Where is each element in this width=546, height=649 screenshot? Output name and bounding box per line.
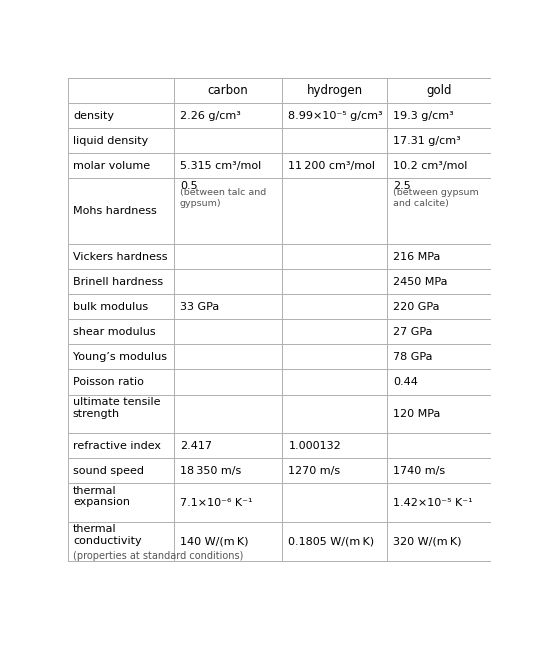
Text: Young’s modulus: Young’s modulus bbox=[73, 352, 167, 362]
Text: 1270 m/s: 1270 m/s bbox=[288, 466, 341, 476]
Text: 216 MPa: 216 MPa bbox=[393, 252, 441, 262]
Text: Poisson ratio: Poisson ratio bbox=[73, 377, 144, 387]
Text: molar volume: molar volume bbox=[73, 161, 150, 171]
Text: sound speed: sound speed bbox=[73, 466, 144, 476]
Text: 8.99×10⁻⁵ g/cm³: 8.99×10⁻⁵ g/cm³ bbox=[288, 110, 383, 121]
Text: 78 GPa: 78 GPa bbox=[393, 352, 432, 362]
Text: gold: gold bbox=[426, 84, 452, 97]
Text: ultimate tensile
strength: ultimate tensile strength bbox=[73, 397, 161, 419]
Text: 140 W/(m K): 140 W/(m K) bbox=[180, 536, 248, 546]
Text: 0.5: 0.5 bbox=[180, 181, 198, 191]
Text: 7.1×10⁻⁶ K⁻¹: 7.1×10⁻⁶ K⁻¹ bbox=[180, 498, 252, 508]
Text: 18 350 m/s: 18 350 m/s bbox=[180, 466, 241, 476]
Text: (between talc and
gypsum): (between talc and gypsum) bbox=[180, 188, 266, 208]
Text: 17.31 g/cm³: 17.31 g/cm³ bbox=[393, 136, 461, 145]
Text: 33 GPa: 33 GPa bbox=[180, 302, 219, 312]
Text: 320 W/(m K): 320 W/(m K) bbox=[393, 536, 461, 546]
Text: Vickers hardness: Vickers hardness bbox=[73, 252, 168, 262]
Text: 1.000132: 1.000132 bbox=[288, 441, 341, 451]
Text: carbon: carbon bbox=[207, 84, 248, 97]
Text: 2.5: 2.5 bbox=[393, 181, 411, 191]
Text: liquid density: liquid density bbox=[73, 136, 148, 145]
Text: 2.26 g/cm³: 2.26 g/cm³ bbox=[180, 110, 241, 121]
Text: 220 GPa: 220 GPa bbox=[393, 302, 440, 312]
Text: thermal
expansion: thermal expansion bbox=[73, 485, 130, 508]
Text: 0.44: 0.44 bbox=[393, 377, 418, 387]
Text: Brinell hardness: Brinell hardness bbox=[73, 276, 163, 287]
Text: (between gypsum
and calcite): (between gypsum and calcite) bbox=[393, 188, 479, 208]
Text: 1740 m/s: 1740 m/s bbox=[393, 466, 445, 476]
Text: Mohs hardness: Mohs hardness bbox=[73, 206, 157, 216]
Text: 2450 MPa: 2450 MPa bbox=[393, 276, 448, 287]
Text: shear modulus: shear modulus bbox=[73, 327, 156, 337]
Text: 2.417: 2.417 bbox=[180, 441, 212, 451]
Text: 19.3 g/cm³: 19.3 g/cm³ bbox=[393, 110, 454, 121]
Text: 10.2 cm³/mol: 10.2 cm³/mol bbox=[393, 161, 467, 171]
Text: density: density bbox=[73, 110, 114, 121]
Text: 1.42×10⁻⁵ K⁻¹: 1.42×10⁻⁵ K⁻¹ bbox=[393, 498, 473, 508]
Text: hydrogen: hydrogen bbox=[306, 84, 363, 97]
Text: bulk modulus: bulk modulus bbox=[73, 302, 148, 312]
Text: 11 200 cm³/mol: 11 200 cm³/mol bbox=[288, 161, 375, 171]
Text: refractive index: refractive index bbox=[73, 441, 161, 451]
Text: 27 GPa: 27 GPa bbox=[393, 327, 432, 337]
Text: 0.1805 W/(m K): 0.1805 W/(m K) bbox=[288, 536, 375, 546]
Text: thermal
conductivity: thermal conductivity bbox=[73, 524, 141, 546]
Text: 120 MPa: 120 MPa bbox=[393, 409, 441, 419]
Text: 5.315 cm³/mol: 5.315 cm³/mol bbox=[180, 161, 261, 171]
Text: (properties at standard conditions): (properties at standard conditions) bbox=[73, 550, 244, 561]
